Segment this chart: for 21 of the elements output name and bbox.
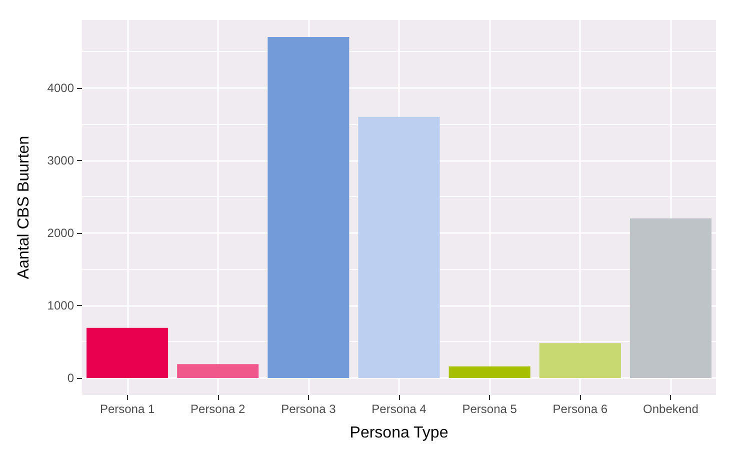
x-tick-label: Onbekend [643, 402, 698, 416]
x-axis-title: Persona Type [350, 424, 448, 442]
y-tick-label: 3000 [47, 153, 74, 168]
bar [358, 116, 440, 378]
bar [539, 343, 621, 378]
bar [630, 218, 712, 378]
x-tick-label: Persona 5 [462, 402, 518, 416]
bar [177, 364, 259, 378]
x-tick-label: Persona 2 [190, 402, 246, 416]
y-axis-title: Aantal CBS Buurten [16, 136, 32, 280]
y-tick-label: 2000 [47, 226, 74, 240]
bar [86, 328, 168, 378]
y-tick-label: 1000 [47, 298, 74, 312]
y-tick-label: 0 [67, 370, 74, 385]
bar [268, 37, 350, 378]
x-tick-label: Persona 4 [372, 402, 427, 416]
y-tick-label: 4000 [47, 80, 74, 95]
x-tick-label: Persona 6 [552, 402, 608, 416]
x-tick-label: Persona 3 [281, 402, 336, 416]
x-tick-label: Persona 1 [100, 402, 155, 416]
bar [448, 366, 530, 378]
